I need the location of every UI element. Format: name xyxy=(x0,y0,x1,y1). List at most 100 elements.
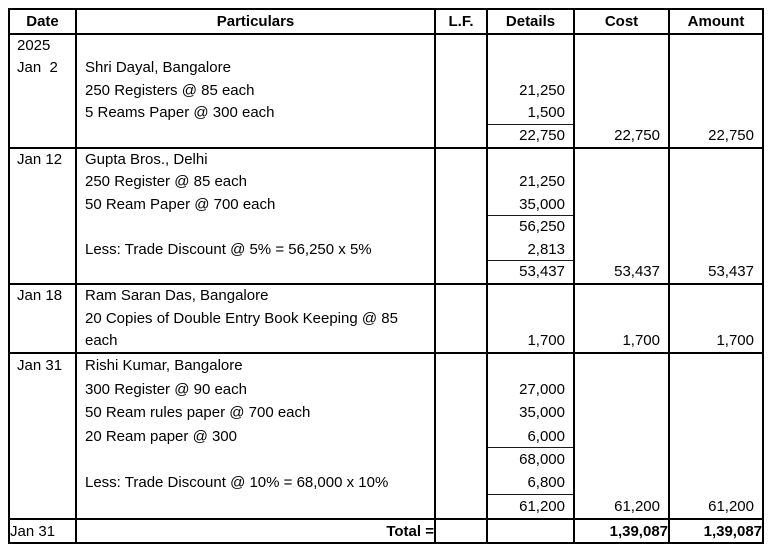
date-cell-line xyxy=(11,448,74,471)
amount-cell-line xyxy=(671,150,761,171)
date-cell-line xyxy=(11,239,74,261)
amount-cell-line xyxy=(671,448,761,471)
lf-cell-line xyxy=(437,425,485,448)
details-cell-line xyxy=(489,36,572,57)
details-cell-line: 21,250 xyxy=(519,81,565,99)
cost-cell-line xyxy=(576,471,667,494)
lf-cell-line xyxy=(437,378,485,401)
cost-cell-line xyxy=(576,425,667,448)
details-cell-line: 6,800 xyxy=(489,471,572,495)
particulars-cell-line: 250 Registers @ 85 each xyxy=(85,81,255,99)
cost-cell-line xyxy=(576,102,667,124)
lf-cell-line xyxy=(437,448,485,471)
amount-cell: 1,700 xyxy=(668,283,764,355)
details-cell-line: 35,000 xyxy=(489,194,572,217)
cost-cell-line xyxy=(576,171,667,193)
details-cell-line: 68,000 xyxy=(519,451,565,469)
details-cell: 1,700 xyxy=(486,283,575,355)
cost-cell: 61,200 xyxy=(573,352,670,521)
details-cell-line: 6,000 xyxy=(489,425,572,449)
cost-cell-line xyxy=(576,378,667,401)
date-cell: 2025 Jan 2 xyxy=(8,33,77,149)
date-cell-line xyxy=(11,495,74,518)
particulars-cell: Rishi Kumar, Bangalore 300 Register @ 90 … xyxy=(75,352,436,521)
amount-cell-line: 1,700 xyxy=(716,332,754,350)
details-cell-line xyxy=(489,355,572,377)
cost-cell-line xyxy=(576,57,667,79)
particulars-cell-line xyxy=(78,216,433,238)
date-cell-line xyxy=(11,330,74,351)
entry-jan-18-ram-saran-das: Jan 18 Ram Saran Das, Bangalore 20 Copies … xyxy=(8,283,764,355)
lf-cell-line xyxy=(437,102,485,124)
amount-cell-line xyxy=(671,239,761,261)
particulars-cell-line: each xyxy=(85,332,118,350)
amount-cell-line xyxy=(671,308,761,330)
cost-cell-line xyxy=(576,239,667,261)
particulars-cell-line: Gupta Bros., Delhi xyxy=(85,150,208,168)
amount-cell: 22,750 xyxy=(668,33,764,149)
cost-cell: 53,437 xyxy=(573,146,670,286)
cost-cell-line: 1,700 xyxy=(622,332,660,350)
total-row-cost: 1,39,087 xyxy=(573,518,670,544)
lf-cell-line xyxy=(437,471,485,494)
cost-cell-line xyxy=(576,401,667,424)
particulars-cell-line: 20 Ream paper @ 300 xyxy=(85,427,237,445)
total-row: Jan 31 Total = 1,39,087 1,39,087 xyxy=(8,518,764,544)
col-header-date: Date xyxy=(8,8,77,35)
date-cell-line xyxy=(11,102,74,124)
date-cell: Jan 12 xyxy=(8,146,77,286)
details-cell-line: 1,700 xyxy=(527,332,565,350)
details-cell-line: 61,200 xyxy=(519,497,565,515)
lf-cell-line xyxy=(437,286,485,307)
particulars-cell-line: Rishi Kumar, Bangalore xyxy=(85,357,243,375)
lf-cell-line xyxy=(437,216,485,238)
amount-cell-line: 22,750 xyxy=(708,126,754,144)
lf-cell-line xyxy=(437,171,485,193)
cost-cell-line xyxy=(576,308,667,330)
details-cell-line: 35,000 xyxy=(519,404,565,422)
amount-cell-line xyxy=(671,355,761,377)
particulars-cell-line: Less: Trade Discount @ 10% = 68,000 x 10… xyxy=(85,474,389,492)
particulars-cell-line: Shri Dayal, Bangalore xyxy=(85,59,231,77)
lf-cell-line xyxy=(437,261,485,282)
date-cell: Jan 31 xyxy=(8,352,77,521)
amount-cell-line xyxy=(671,401,761,424)
lf-cell-line xyxy=(437,330,485,351)
lf-cell-line xyxy=(437,194,485,216)
amount-cell-line xyxy=(671,378,761,401)
date-cell-line xyxy=(11,471,74,494)
lf-cell-line xyxy=(437,495,485,518)
date-cell: Jan 18 xyxy=(8,283,77,355)
particulars-cell-line xyxy=(78,125,433,146)
total-row-label: Total = xyxy=(75,518,436,544)
particulars-cell-line: Ram Saran Das, Bangalore xyxy=(85,287,269,305)
cost-cell-line: 22,750 xyxy=(614,126,660,144)
details-cell-line: 2,813 xyxy=(489,239,572,261)
col-header-amount: Amount xyxy=(668,8,764,35)
details-cell: 21,250 35,000 56,250 2,813 53,437 xyxy=(486,146,575,286)
lf-cell-line xyxy=(437,239,485,261)
entry-jan-2-shri-dayal: 2025 Jan 2 Shri Dayal, Bangalore 250 Regist… xyxy=(8,33,764,149)
lf-cell-line xyxy=(437,80,485,102)
details-cell: 21,250 1,500 22,750 xyxy=(486,33,575,149)
lf-cell xyxy=(434,146,488,286)
amount-cell-line xyxy=(671,286,761,307)
lf-cell-line xyxy=(437,355,485,377)
details-cell-line xyxy=(489,286,572,307)
details-cell-line: 27,000 xyxy=(519,380,565,398)
amount-cell-line xyxy=(671,102,761,124)
date-cell-line xyxy=(11,216,74,238)
cost-cell: 1,700 xyxy=(573,283,670,355)
lf-cell-line xyxy=(437,401,485,424)
entry-jan-12-gupta-bros: Jan 12 Gupta Bros., Delhi 250 Register @ 8… xyxy=(8,146,764,286)
cost-cell-line xyxy=(576,355,667,377)
amount-cell-line xyxy=(671,194,761,216)
date-cell-line xyxy=(11,125,74,146)
date-cell-line xyxy=(11,194,74,216)
amount-cell: 53,437 xyxy=(668,146,764,286)
lf-cell xyxy=(434,352,488,521)
lf-cell-line xyxy=(437,150,485,171)
particulars-cell-line xyxy=(78,495,433,518)
details-cell-line xyxy=(489,57,572,79)
particulars-cell-line: 50 Ream Paper @ 700 each xyxy=(85,195,276,213)
